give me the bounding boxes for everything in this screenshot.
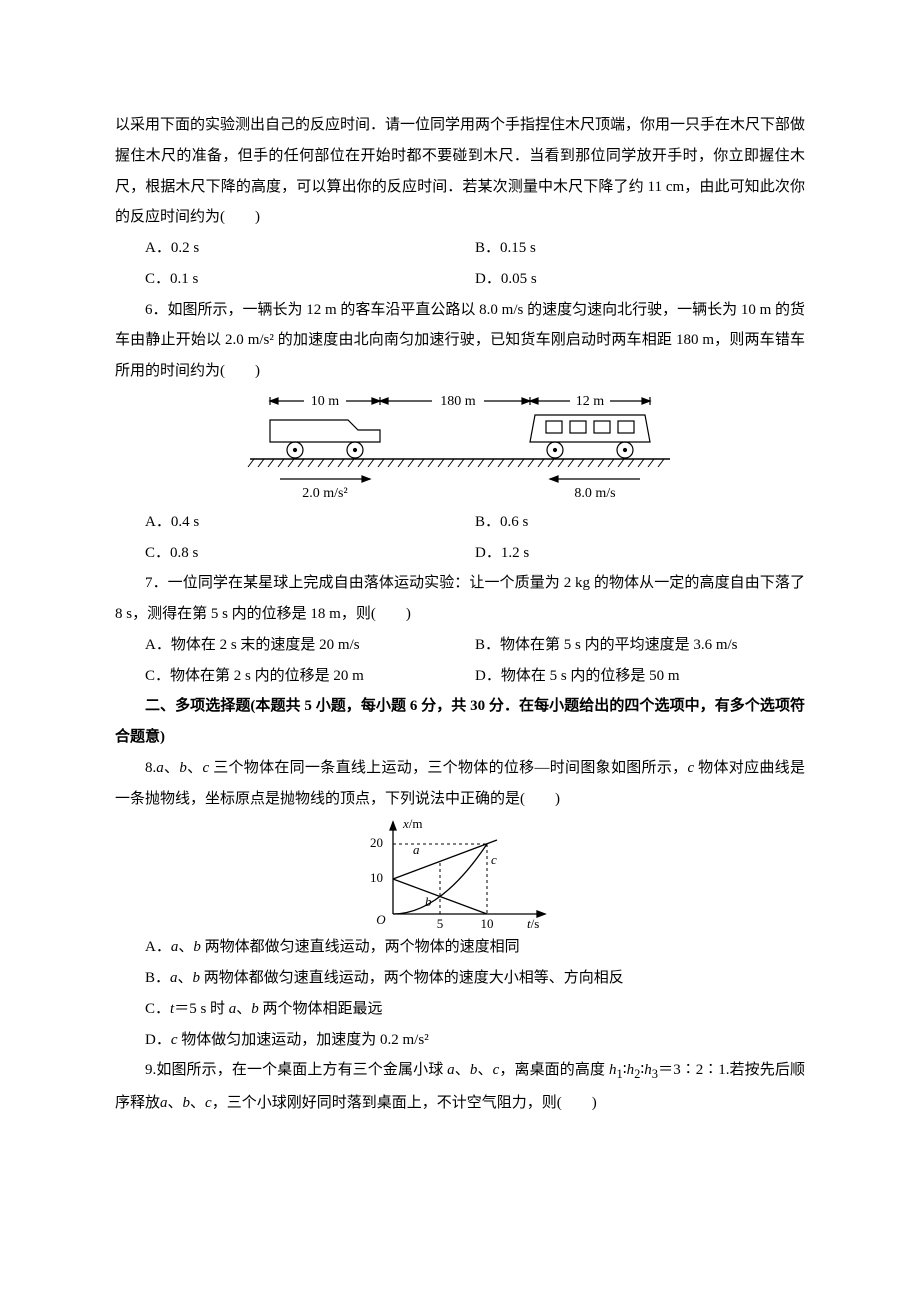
q8b-b: b (193, 970, 201, 986)
q6-label-180m: 180 m (440, 394, 476, 409)
q6-options-row2: C．0.8 s D．1.2 s (115, 538, 805, 569)
section2-heading: 二、多项选择题(本题共 5 小题，每小题 6 分，共 30 分．在每小题给出的四… (115, 691, 805, 753)
q6-opt-b: B．0.6 s (475, 507, 805, 538)
q7-stem: 7．一位同学在某星球上完成自由落体运动实验：让一个质量为 2 kg 的物体从一定… (115, 568, 805, 630)
svg-text:b: b (425, 894, 432, 909)
q9-b2: b (183, 1095, 191, 1111)
q5-opt-b: B．0.15 s (475, 233, 805, 264)
q8b-post: 两物体都做匀速直线运动，两个物体的速度大小相等、方向相反 (200, 970, 624, 986)
q9-s1: 、 (455, 1062, 470, 1078)
q8a-pre: A． (145, 939, 171, 955)
q8d-c: c (171, 1032, 178, 1048)
q8-num: 8. (145, 760, 156, 776)
svg-text:10: 10 (370, 870, 383, 885)
q8c-post: 两个物体相距最远 (259, 1001, 383, 1017)
q7-options-row2: C．物体在第 2 s 内的位移是 20 m D．物体在 5 s 内的位移是 50… (115, 661, 805, 692)
section2-text: 二、多项选择题(本题共 5 小题，每小题 6 分，共 30 分．在每小题给出的四… (115, 698, 805, 745)
svg-text:x/m: x/m (402, 816, 423, 831)
q6-diagram-wrap: 10 m 180 m 12 m (115, 387, 805, 507)
q8-t1: 三个物体在同一条直线上运动，三个物体的位移—时间图象如图所示， (209, 760, 687, 776)
q8d-pre: D． (145, 1032, 171, 1048)
svg-text:5: 5 (437, 916, 444, 931)
q8b-m: 、 (178, 970, 193, 986)
q9-a: a (447, 1062, 455, 1078)
q6-opt-c: C．0.8 s (145, 538, 475, 569)
q9-c2: c (205, 1095, 212, 1111)
q6-label-accel: 2.0 m/s² (302, 486, 347, 501)
q8c-m: 、 (236, 1001, 251, 1017)
q7-opt-a: A．物体在 2 s 末的速度是 20 m/s (145, 630, 475, 661)
q5-options-row2: C．0.1 s D．0.05 s (115, 264, 805, 295)
q7-opt-b: B．物体在第 5 s 内的平均速度是 3.6 m/s (475, 630, 805, 661)
q6-label-10m: 10 m (311, 394, 340, 409)
q8d-post: 物体做匀加速运动，加速度为 0.2 m/s² (178, 1032, 429, 1048)
q9-mid: ，离桌面的高度 (499, 1062, 609, 1078)
q5-continuation: 以采用下面的实验测出自己的反应时间．请一位同学用两个手指捏住木尺顶端，你用一只手… (115, 110, 805, 233)
q9-tail: ，三个小球刚好同时落到桌面上，不计空气阻力，则( ) (212, 1095, 597, 1111)
q6-label-12m: 12 m (576, 394, 605, 409)
q9-stem: 9.如图所示，在一个桌面上方有三个金属小球 a、b、c，离桌面的高度 h1∶h2… (115, 1055, 805, 1118)
q6-options-row1: A．0.4 s B．0.6 s (115, 507, 805, 538)
q5-opt-c: C．0.1 s (145, 264, 475, 295)
q8-s1: 、 (164, 760, 180, 776)
q8-stem: 8.a、b、c 三个物体在同一条直线上运动，三个物体的位移—时间图象如图所示，c… (115, 753, 805, 815)
svg-text:20: 20 (370, 835, 383, 850)
q8-b: b (179, 760, 187, 776)
q6-opt-d: D．1.2 s (475, 538, 805, 569)
q5-options-row1: A．0.2 s B．0.15 s (115, 233, 805, 264)
svg-text:c: c (491, 852, 497, 867)
q6-opt-a: A．0.4 s (145, 507, 475, 538)
q8-chart: 20 10 5 10 O x/m t/s a b c (355, 814, 565, 932)
q8-opt-d: D．c 物体做匀加速运动，加速度为 0.2 m/s² (115, 1025, 805, 1056)
q8a-m: 、 (178, 939, 193, 955)
q6-diagram: 10 m 180 m 12 m (240, 387, 680, 507)
q9-s3: 、 (168, 1095, 183, 1111)
q8-s2: 、 (187, 760, 203, 776)
svg-text:t/s: t/s (527, 916, 539, 931)
q8a-post: 两物体都做匀速直线运动，两个物体的速度相同 (201, 939, 520, 955)
q9-a2: a (160, 1095, 168, 1111)
q8a-b: b (193, 939, 201, 955)
q5-opt-d: D．0.05 s (475, 264, 805, 295)
q8c-eq: ＝5 s 时 (174, 1001, 229, 1017)
q6-label-speed: 8.0 m/s (574, 486, 615, 501)
q9-h3: h (644, 1062, 652, 1078)
q8c-b: b (251, 1001, 259, 1017)
q9-h2: h (627, 1062, 635, 1078)
q6-stem: 6．如图所示，一辆长为 12 m 的客车沿平直公路以 8.0 m/s 的速度匀速… (115, 295, 805, 387)
q9-s4: 、 (190, 1095, 205, 1111)
q8-a: a (156, 760, 164, 776)
q7-opt-c: C．物体在第 2 s 内的位移是 20 m (145, 661, 475, 692)
svg-text:a: a (413, 842, 420, 857)
q8b-pre: B． (145, 970, 170, 986)
q8-opt-b: B．a、b 两物体都做匀速直线运动，两个物体的速度大小相等、方向相反 (115, 963, 805, 994)
q8b-a: a (170, 970, 178, 986)
q5-opt-a: A．0.2 s (145, 233, 475, 264)
q8-opt-a: A．a、b 两物体都做匀速直线运动，两个物体的速度相同 (115, 932, 805, 963)
q7-opt-d: D．物体在 5 s 内的位移是 50 m (475, 661, 805, 692)
q9-pre: 9.如图所示，在一个桌面上方有三个金属小球 (145, 1062, 447, 1078)
q8c-pre: C． (145, 1001, 170, 1017)
q9-s2: 、 (477, 1062, 492, 1078)
svg-text:10: 10 (481, 916, 494, 931)
q8-chart-wrap: 20 10 5 10 O x/m t/s a b c (115, 814, 805, 932)
svg-text:O: O (376, 912, 386, 927)
q7-options-row1: A．物体在 2 s 末的速度是 20 m/s B．物体在第 5 s 内的平均速度… (115, 630, 805, 661)
q8-opt-c: C．t＝5 s 时 a、b 两个物体相距最远 (115, 994, 805, 1025)
